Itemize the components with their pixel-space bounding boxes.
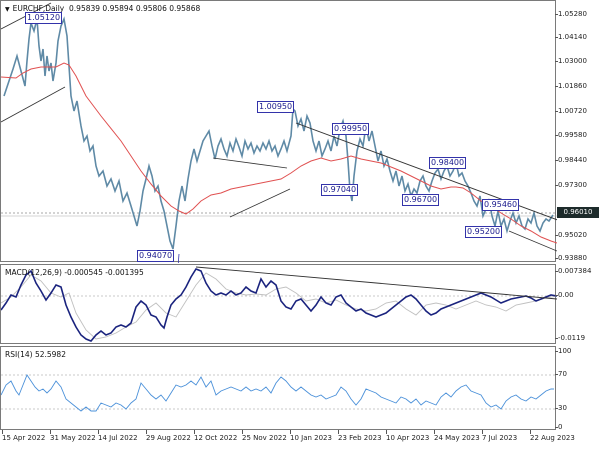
y-tick: 1.04140 [555,33,587,41]
y-tick: 1.05280 [555,10,587,18]
price-chart-canvas [1,2,557,263]
triangle-lower-trendline [229,188,291,218]
x-tick: 29 Aug 2022 [146,430,191,442]
x-tick: 25 Nov 2022 [242,430,287,442]
y-tick: 1.03000 [555,57,587,65]
x-tick: 22 Aug 2023 [530,430,575,442]
y-tick: 0.98440 [555,156,587,164]
price-panel[interactable]: ▼ EURCHF,Daily 0.95839 0.95894 0.95806 0.… [0,0,557,263]
macd-y-axis[interactable]: 0.007384 0.00 -0.0119 [554,264,600,344]
y-tick: 0.00 [555,291,574,299]
y-tick: -0.0119 [554,334,586,342]
y-tick: 30 [555,404,567,412]
triangle-upper-trendline [212,157,288,169]
wedge-upper-trendline [508,230,557,252]
price-label-high-jun-2023: 0.98400 [429,157,467,169]
macd-line [1,268,557,342]
price-series [3,16,554,250]
x-tick: 14 Jul 2022 [98,430,138,442]
y-tick: 1.01860 [555,82,587,90]
y-tick: 0.97300 [555,181,587,189]
x-tick: 10 Jan 2023 [290,430,332,442]
x-tick: 24 May 2023 [434,430,480,442]
ohlc-values: 0.95839 0.95894 0.95806 0.95868 [69,4,201,13]
macd-signal-line [1,272,557,340]
dropdown-arrow-icon[interactable]: ▼ [5,6,10,13]
y-tick: 0.95020 [555,231,587,239]
x-tick: 7 Jul 2023 [482,430,518,442]
y-tick: 70 [555,370,567,378]
x-tick: 12 Oct 2022 [194,430,238,442]
y-tick: 0 [554,423,563,431]
rsi-chart-canvas [1,374,557,412]
price-y-axis[interactable]: 1.05280 1.04140 1.03000 1.01860 1.00720 … [555,0,600,262]
macd-panel[interactable]: MACD(12,26,9) -0.000545 -0.001395 [0,264,557,344]
rsi-panel[interactable]: RSI(14) 52.5982 [0,346,557,430]
y-tick: 0.007384 [554,267,592,275]
price-label-low-jul-2023: 0.95200 [465,226,503,238]
y-tick: 100 [554,347,572,355]
x-tick: 23 Feb 2023 [338,430,382,442]
macd-chart-canvas [1,266,557,342]
x-tick: 15 Apr 2022 [2,430,46,442]
price-panel-title: ▼ EURCHF,Daily 0.95839 0.95894 0.95806 0.… [5,4,200,13]
price-label-high-jan-2023: 1.00950 [257,101,295,113]
rsi-title: RSI(14) 52.5982 [5,350,66,359]
price-label-high-may-2022: 1.05120 [25,12,63,24]
rsi-line [1,374,554,412]
moving-average-line [1,62,557,244]
y-tick: 0.99580 [555,131,587,139]
y-tick: 0.93880 [555,254,587,262]
y-tick: 1.00720 [555,107,587,115]
x-tick: 31 May 2022 [50,430,96,442]
macd-trendline [195,266,557,300]
price-label-low-mar-2023: 0.97040 [321,184,359,196]
symbol-title: EURCHF,Daily [12,4,65,13]
price-label-high-feb-2023: 0.99950 [332,123,370,135]
rsi-y-axis[interactable]: 100 70 30 0 [554,346,600,431]
channel-lower-trendline [1,86,66,123]
price-label-high-jul-2023: 0.95460 [482,199,520,211]
price-label-low-sep-2022: 0.94070 [137,250,175,262]
macd-title: MACD(12,26,9) -0.000545 -0.001395 [5,268,144,277]
x-tick: 10 Apr 2023 [386,430,430,442]
price-label-low-may-2023: 0.96700 [402,194,440,206]
current-price-marker: 0.96010 [557,207,599,218]
